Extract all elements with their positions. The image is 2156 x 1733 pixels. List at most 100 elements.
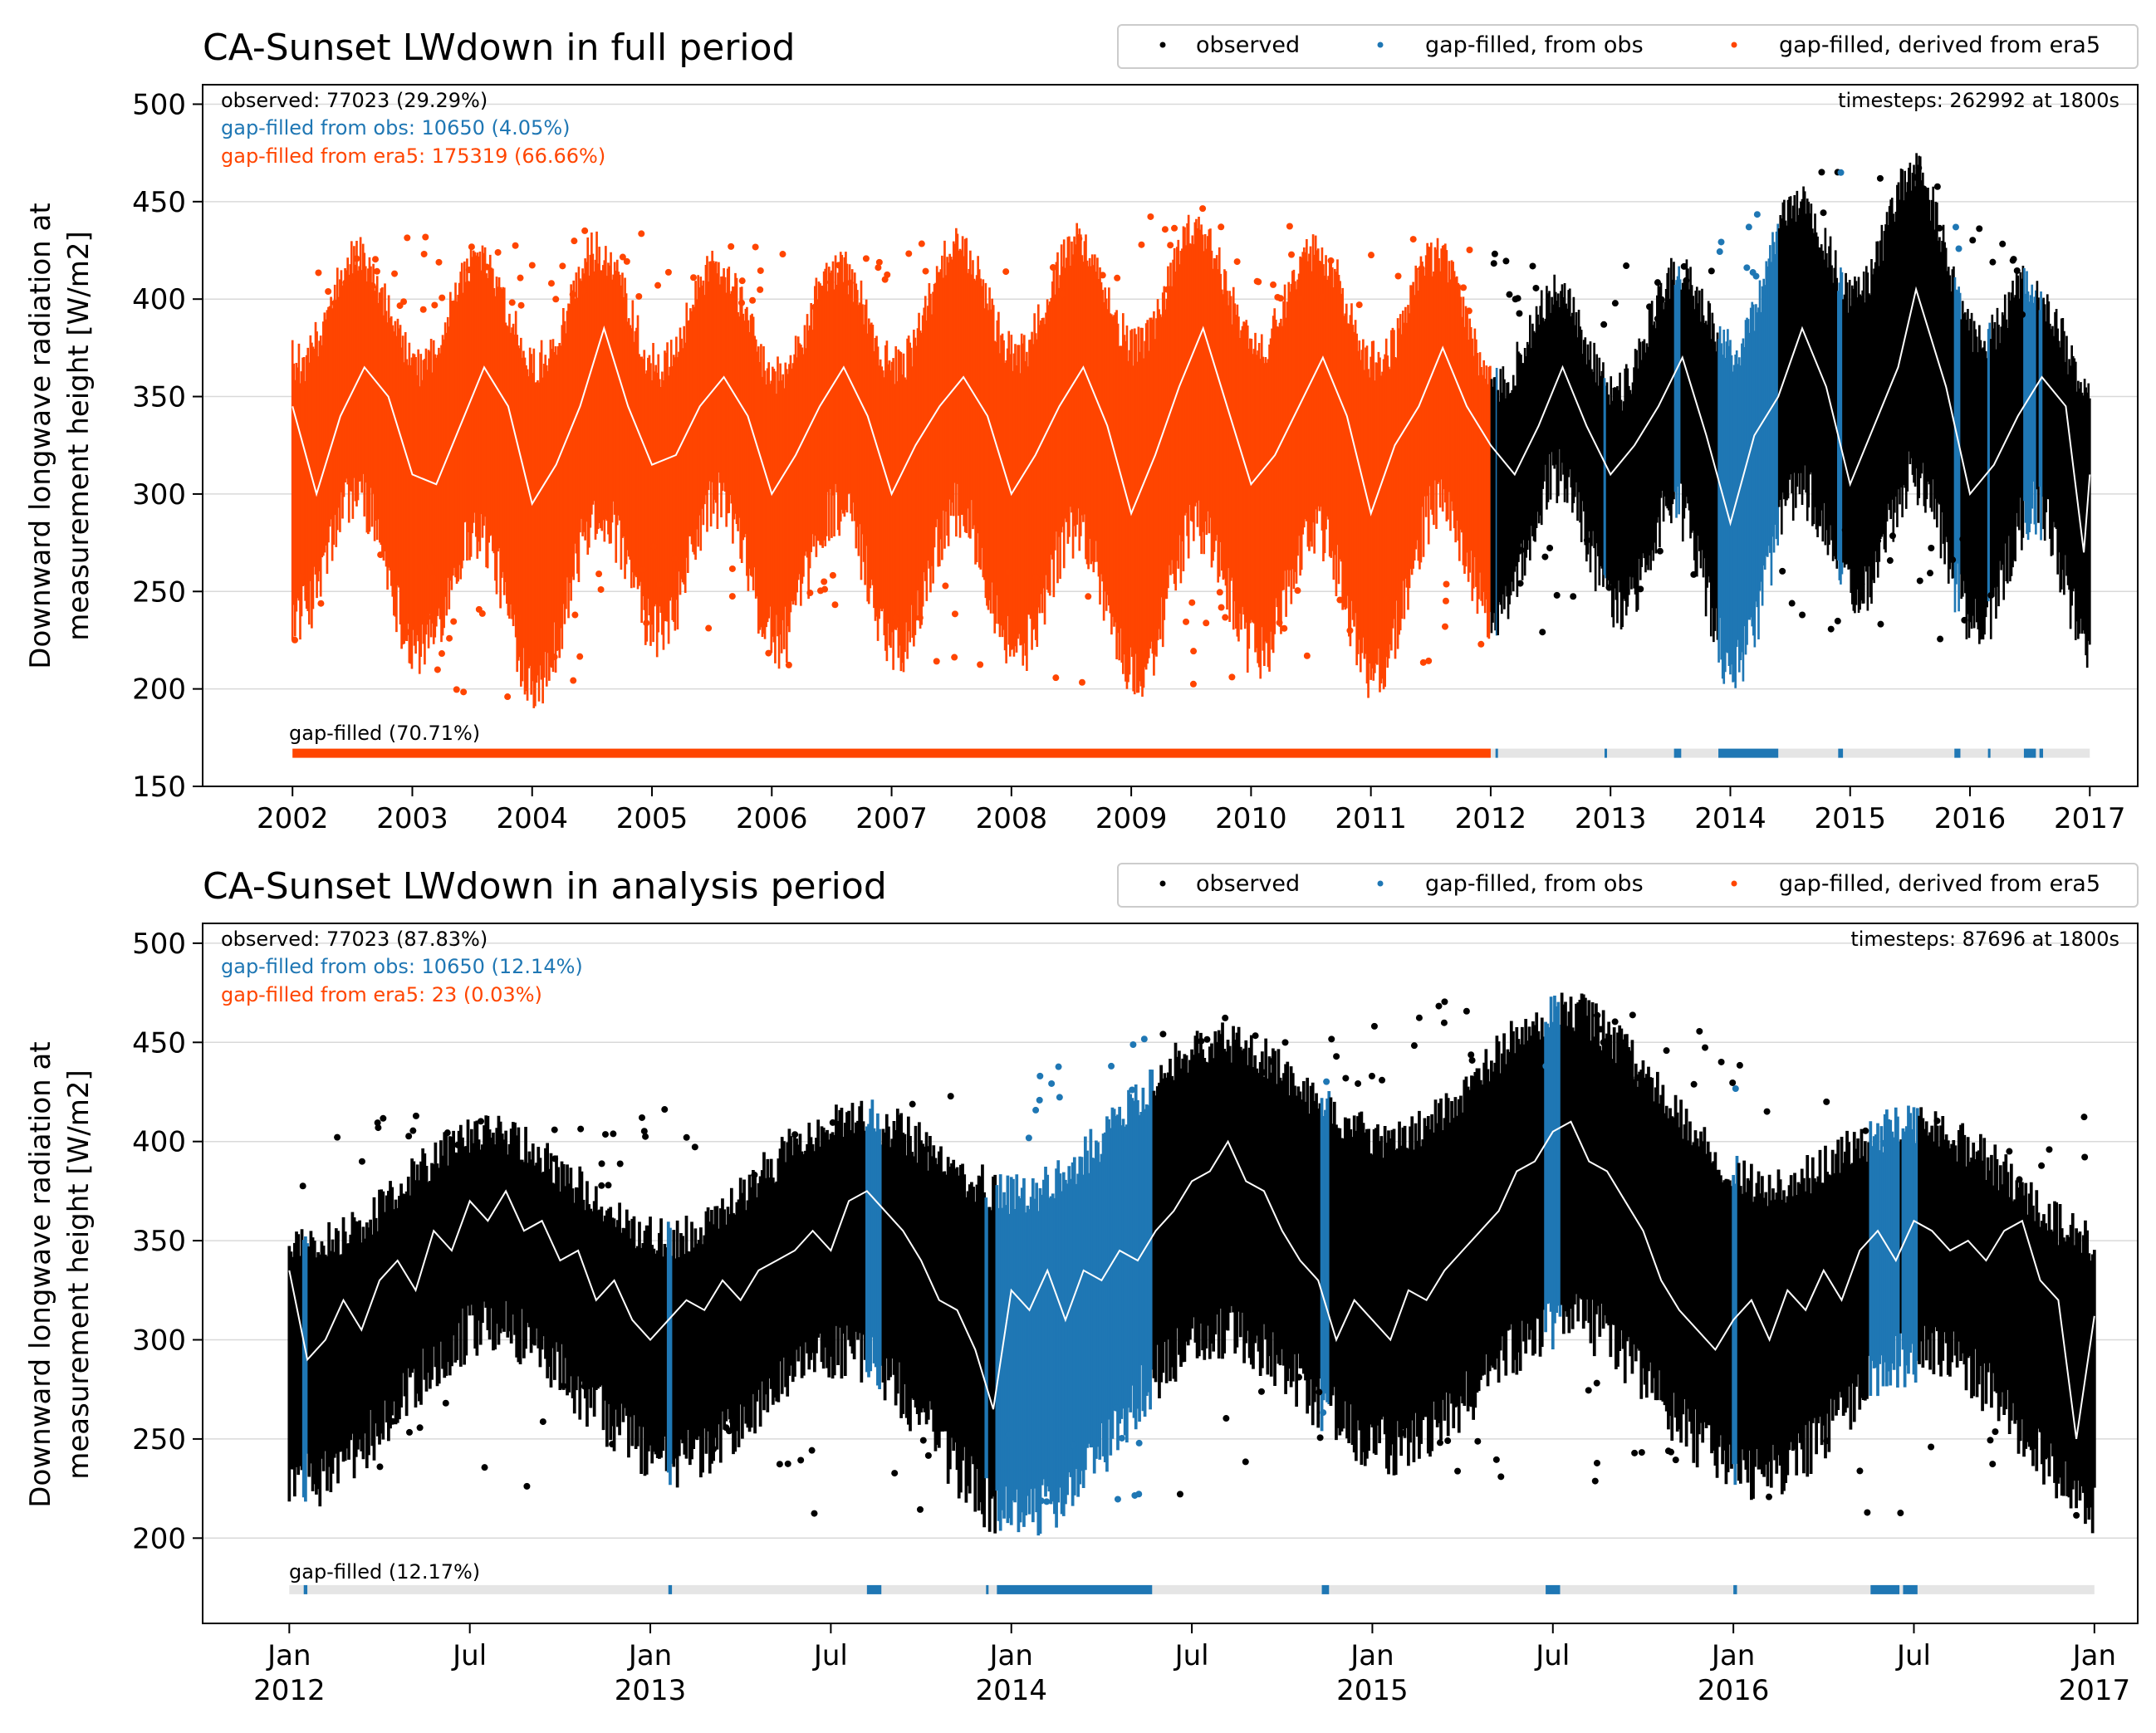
data-point [1188,599,1196,606]
gap-bar-era5-segment [292,748,1491,758]
data-point [1959,536,1967,543]
data-point [811,303,819,311]
data-point [1189,680,1197,688]
data-point [1203,1035,1211,1043]
data-point [1161,226,1169,233]
x-tick-label: 2010 [1215,802,1287,835]
gap-bar-obs-segment [1838,748,1844,758]
data-point [811,1510,818,1517]
data-point [1570,593,1577,600]
data-point [1296,295,1304,302]
data-point [1048,1079,1056,1087]
data-point [1841,526,1849,534]
data-point [1043,1498,1051,1505]
data-point [1514,295,1521,302]
data-point [1114,1496,1121,1503]
data-point [1490,260,1497,267]
data-point [643,619,650,627]
data-point [1409,236,1417,243]
data-point [1436,1439,1443,1447]
data-point [1288,251,1296,258]
scatter-points [291,164,2026,701]
data-point [1937,635,1944,643]
data-point [528,262,536,269]
data-point [454,1141,462,1148]
data-point [1442,597,1449,605]
gap-bar-obs-segment [303,1584,308,1594]
data-point [1398,1429,1405,1437]
data-point [1690,570,1698,578]
data-point [1629,1011,1636,1019]
gap-bar-obs-segment [866,1584,882,1594]
data-point [1658,296,1665,304]
data-point [1036,1072,1044,1079]
data-point [1874,537,1882,545]
data-point [315,269,322,277]
data-point [728,593,736,600]
legend-label-observed: observed [1196,32,1300,58]
data-point [1936,224,1943,232]
data-point [376,1463,384,1471]
data-point [1654,279,1661,286]
data-point [1820,209,1827,217]
data-point [1415,1014,1423,1021]
scatter-points [299,998,2090,1519]
data-point [539,1418,546,1426]
data-point [1354,1366,1361,1373]
data-point [664,268,672,276]
data-point [438,650,445,658]
data-point [1454,1467,1462,1475]
x-tick-label: 2003 [376,802,448,835]
data-point [2080,1114,2088,1121]
data-point [1879,1139,1887,1147]
data-point [1690,1080,1698,1088]
x-tick-label: 2004 [496,802,568,835]
data-point [905,250,913,257]
data-point [947,1093,954,1100]
data-point [1788,600,1796,607]
data-point [1856,1467,1864,1475]
data-point [1912,174,1919,181]
data-point [1260,1069,1267,1076]
data-point [1025,1134,1032,1142]
data-point [1002,609,1009,617]
data-point [1916,577,1923,585]
data-point [331,299,339,306]
data-point [924,1452,932,1459]
data-point [342,279,350,286]
data-point [1889,532,1896,540]
data-point [1897,1510,1904,1517]
data-point [2009,257,2016,264]
data-point [512,242,519,249]
chart-title: CA-Sunset LWdown in full period [203,27,795,69]
data-point [1999,240,2007,247]
data-point [1765,1493,1772,1500]
y-tick-label: 300 [132,478,186,512]
data-point [1702,1044,1709,1051]
data-point [1233,258,1241,266]
data-point [1296,1373,1303,1381]
data-point [1474,1437,1482,1445]
data-point [892,614,899,621]
data-point [1463,1007,1470,1015]
data-point [1658,309,1665,316]
data-point [1183,618,1190,625]
data-point [1491,250,1498,257]
data-point [752,243,759,251]
data-point [581,1383,588,1390]
data-point [299,1182,306,1190]
data-point [1529,262,1536,270]
data-point [360,1393,367,1400]
data-point [757,267,764,274]
data-point [1541,553,1549,561]
data-point [1976,225,1983,233]
data-point [1664,1447,1672,1455]
data-point [1753,211,1761,218]
data-point [1257,1388,1265,1395]
data-point [1583,536,1590,544]
data-point [757,286,764,293]
data-point [1005,1431,1012,1438]
data-point [1171,224,1178,232]
